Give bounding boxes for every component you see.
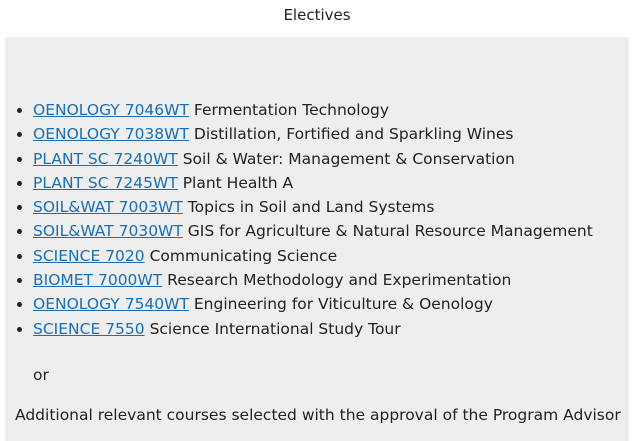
course-link[interactable]: SOIL&WAT 7003WT [33, 198, 183, 217]
section-title: Electives [283, 6, 351, 24]
additional-note: Additional relevant courses selected wit… [15, 406, 621, 424]
course-item: SCIENCE 7020 Communicating Science [33, 244, 593, 268]
course-link[interactable]: SOIL&WAT 7030WT [33, 222, 183, 241]
course-link[interactable]: SCIENCE 7020 [33, 246, 145, 265]
course-name: Fermentation Technology [193, 101, 390, 119]
course-item: OENOLOGY 7038WT Distillation, Fortified … [33, 122, 593, 146]
course-link[interactable]: BIOMET 7000WT [33, 271, 163, 290]
course-link[interactable]: PLANT SC 7240WT [33, 149, 178, 168]
course-name: Communicating Science [149, 246, 338, 265]
electives-panel: OENOLOGY 7046WT Fermentation TechnologyO… [5, 37, 629, 441]
course-item: PLANT SC 7240WT Soil & Water: Management… [33, 147, 593, 171]
course-link[interactable]: OENOLOGY 7540WT [33, 295, 189, 314]
or-text: or [33, 366, 49, 384]
course-name: Distillation, Fortified and Sparkling Wi… [193, 125, 514, 144]
course-list: OENOLOGY 7046WT Fermentation TechnologyO… [5, 98, 593, 341]
section-header: Electives [5, 0, 629, 37]
course-item: BIOMET 7000WT Research Methodology and E… [33, 268, 593, 292]
course-item: OENOLOGY 7046WT Fermentation Technology [33, 98, 593, 122]
course-name: Plant Health A [182, 173, 294, 192]
course-name: Science International Study Tour [149, 319, 401, 338]
course-name: Soil & Water: Management & Conservation [182, 149, 515, 168]
course-link[interactable]: SCIENCE 7550 [33, 319, 145, 338]
course-name: Topics in Soil and Land Systems [187, 198, 435, 217]
course-name: GIS for Agriculture & Natural Resource M… [187, 222, 593, 241]
course-item: SOIL&WAT 7030WT GIS for Agriculture & Na… [33, 219, 593, 243]
course-link[interactable]: OENOLOGY 7038WT [33, 125, 189, 144]
course-item: PLANT SC 7245WT Plant Health A [33, 171, 593, 195]
course-name: Engineering for Viticulture & Oenology [193, 295, 493, 314]
course-link[interactable]: PLANT SC 7245WT [33, 173, 178, 192]
course-name: Research Methodology and Experimentation [167, 271, 512, 290]
course-item: SOIL&WAT 7003WT Topics in Soil and Land … [33, 195, 593, 219]
course-item: SCIENCE 7550 Science International Study… [33, 317, 593, 341]
course-item: OENOLOGY 7540WT Engineering for Viticult… [33, 292, 593, 316]
course-link[interactable]: OENOLOGY 7046WT [33, 101, 189, 119]
